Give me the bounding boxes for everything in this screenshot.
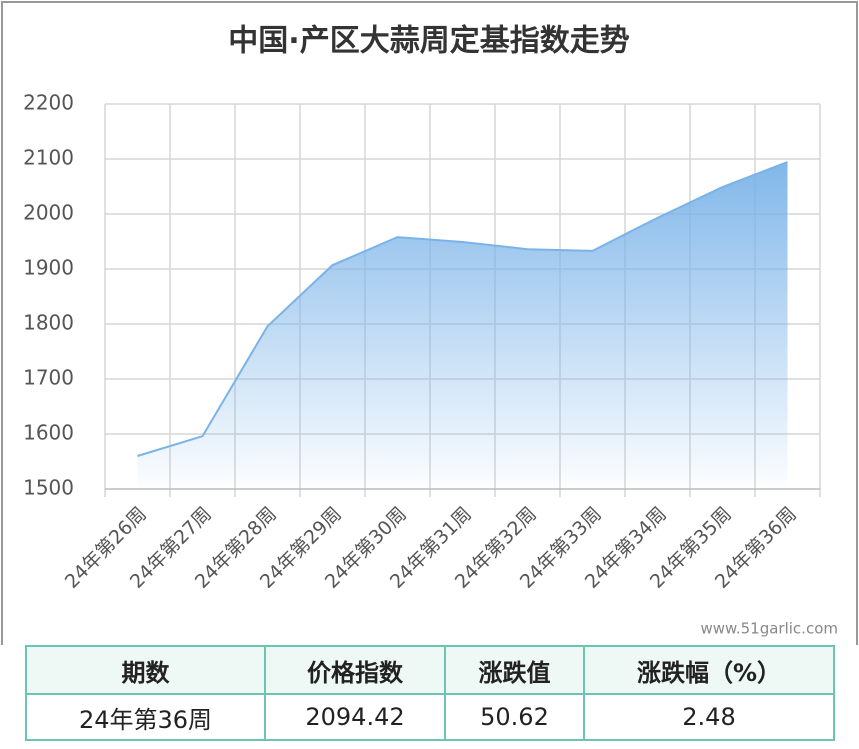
cell: 24年第36周: [25, 693, 266, 741]
table-header: 期数 价格指数 涨跌值 涨跌幅（%）: [25, 645, 835, 695]
y-tick-label: 2200: [23, 91, 74, 115]
y-tick-label: 1900: [23, 256, 74, 280]
y-tick-label: 1600: [23, 421, 74, 445]
y-tick-label: 1800: [23, 311, 74, 335]
cell: 50.62: [444, 693, 585, 741]
watermark: www.51garlic.com: [700, 620, 838, 638]
header-cell: 价格指数: [264, 645, 446, 695]
header-cell: 涨跌值: [444, 645, 585, 695]
chart: 中国·产区大蒜周定基指数走势 www.51garlic.com 1500 1600…: [1, 1, 858, 645]
summary-table: 期数 价格指数 涨跌值 涨跌幅（%） 24年第36周 2094.42 50.62…: [25, 645, 835, 741]
cell: 2.48: [583, 693, 835, 741]
area: [137, 162, 788, 489]
header-cell: 涨跌幅（%）: [583, 645, 835, 695]
table-row: 24年第36周 2094.42 50.62 2.48: [25, 693, 835, 741]
y-tick-label: 1700: [23, 366, 74, 390]
header-cell: 期数: [25, 645, 266, 695]
y-tick-label: 2100: [23, 146, 74, 170]
chart-title: 中国·产区大蒜周定基指数走势: [228, 24, 629, 59]
frame: [1, 1, 858, 645]
line: [137, 161, 788, 457]
y-tick-label: 2000: [23, 201, 74, 225]
y-tick-label: 1500: [23, 476, 74, 500]
cell: 2094.42: [264, 693, 446, 741]
